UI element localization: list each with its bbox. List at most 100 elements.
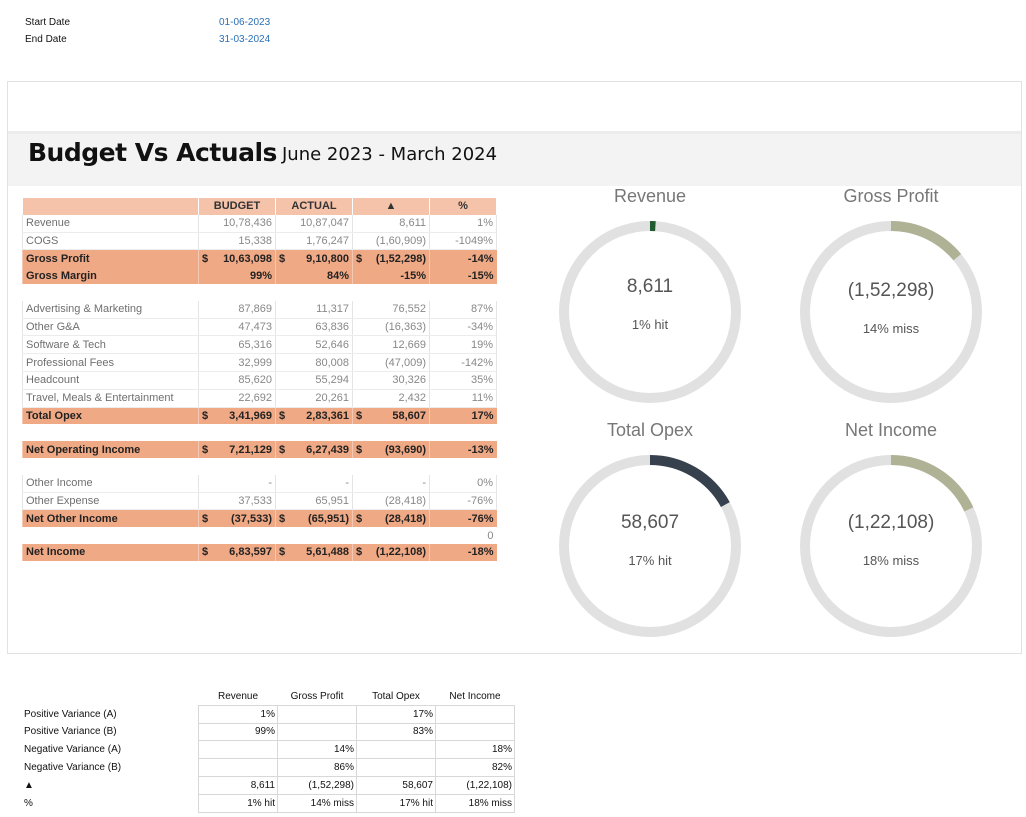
currency-symbol: $ xyxy=(356,546,363,559)
pct-cell: 11% xyxy=(429,389,497,408)
gauge-subtext: 18% miss xyxy=(862,553,920,568)
row-label-text: Other Income xyxy=(26,477,93,490)
actual-cell-text: 6,27,439 xyxy=(306,443,349,456)
delta-cell xyxy=(353,527,430,544)
currency-symbol: $ xyxy=(202,252,209,265)
row-label-text: Gross Margin xyxy=(26,269,97,282)
helper-row-label: Negative Variance (B) xyxy=(24,762,122,774)
pct-cell: 35% xyxy=(429,371,497,390)
gauge-arc xyxy=(890,221,962,261)
currency-symbol: $ xyxy=(356,512,363,525)
row-label: Other G&A xyxy=(22,318,199,337)
row-label: Other Expense xyxy=(22,492,199,511)
pct-cell-text: 1% xyxy=(477,217,493,230)
budget-cell-text: 65,316 xyxy=(238,338,272,351)
row-label: Gross Profit xyxy=(22,249,199,268)
delta-cell-text: (1,60,909) xyxy=(375,234,426,247)
delta-cell: $ (1,52,298) xyxy=(352,249,430,268)
helper-cell: 58,607 xyxy=(356,775,436,795)
helper-header-gross-profit: Gross Profit xyxy=(290,690,344,702)
delta-cell-text: -15% xyxy=(400,269,426,282)
delta-cell: (16,363) xyxy=(352,318,430,337)
end-date-value[interactable]: 31-03-2024 xyxy=(219,34,271,45)
budget-cell: 32,999 xyxy=(198,353,276,372)
delta-cell: (47,009) xyxy=(352,353,430,372)
pct-cell: 17% xyxy=(429,407,497,425)
helper-row: ▲ 8,611 (1,52,298) 58,607 (1,22,108) xyxy=(22,775,515,795)
actual-cell-text: - xyxy=(345,477,349,490)
budget-vs-actual-table: BUDGET ACTUAL ▲ % Revenue 10,78,436 10,87,… xyxy=(22,198,497,561)
gauge-title: Gross Profit xyxy=(843,186,939,206)
budget-cell: 37,533 xyxy=(198,492,276,511)
delta-cell: (1,60,909) xyxy=(352,232,430,251)
row-label-text: Advertising & Marketing xyxy=(26,303,143,316)
pct-cell-text: -1049% xyxy=(455,234,493,247)
row-label: Software & Tech xyxy=(22,335,199,355)
currency-symbol: $ xyxy=(202,409,209,422)
gauge-revenue: Revenue 8,611 1% hit xyxy=(550,186,750,406)
helper-cell xyxy=(435,704,515,724)
delta-cell-text: - xyxy=(422,477,426,490)
actual-cell-text: 52,646 xyxy=(315,338,349,351)
budget-cell: 22,692 xyxy=(198,389,276,408)
actual-cell: 1,76,247 xyxy=(275,232,353,251)
table-row: Advertising & Marketing 87,869 11,317 76,55… xyxy=(22,300,497,319)
currency-symbol: $ xyxy=(279,252,286,265)
end-date-label: End Date xyxy=(25,34,67,45)
budget-cell xyxy=(199,284,276,301)
budget-cell xyxy=(199,527,276,544)
gauge-subtext: 17% hit xyxy=(628,553,672,568)
row-label: Other Income xyxy=(22,474,199,493)
table-row: Other Income - - - 0% xyxy=(22,474,497,493)
budget-cell-text: 3,41,969 xyxy=(229,409,272,422)
pct-cell-text: 11% xyxy=(471,392,493,405)
pct-cell: -13% xyxy=(429,441,497,458)
pct-cell-text: -15% xyxy=(467,269,494,282)
budget-cell-text: 99% xyxy=(249,269,272,282)
row-label xyxy=(23,424,199,441)
row-label-text: Gross Profit xyxy=(26,252,90,265)
delta-cell-text: (93,690) xyxy=(385,443,426,456)
actual-cell xyxy=(276,458,353,475)
pct-cell-text: 17% xyxy=(471,409,494,422)
gauge-ring xyxy=(800,455,982,637)
actual-cell-text: 63,836 xyxy=(315,320,349,333)
table-row: Software & Tech 65,316 52,646 12,669 19% xyxy=(22,335,497,355)
delta-cell-text: (16,363) xyxy=(385,320,426,333)
budget-cell: 65,316 xyxy=(198,335,276,355)
delta-cell: 2,432 xyxy=(352,389,430,408)
pct-cell: 87% xyxy=(429,300,497,319)
pct-cell-text: -18% xyxy=(467,546,494,559)
delta-cell: $ (93,690) xyxy=(352,441,430,458)
row-label: Net Operating Income xyxy=(22,441,199,458)
table-row: Gross Profit $10,63,098 $9,10,800 $ (1,52,29… xyxy=(22,249,497,268)
gauge-subtext: 1% hit xyxy=(631,317,669,332)
helper-row-label: % xyxy=(24,797,33,809)
currency-symbol: $ xyxy=(356,252,363,265)
column-header-label xyxy=(22,198,199,215)
actual-cell: 63,836 xyxy=(275,318,353,337)
budget-cell: $3,41,969 xyxy=(198,407,276,425)
pct-cell xyxy=(430,424,497,441)
row-label-text: Professional Fees xyxy=(26,356,115,369)
actual-cell-text: 65,951 xyxy=(315,494,349,507)
actual-cell: 65,951 xyxy=(275,492,353,511)
start-date-value[interactable]: 01-06-2023 xyxy=(219,17,271,28)
table-row: Revenue 10,78,436 10,87,047 8,611 1% xyxy=(22,214,497,233)
helper-cell: 82% xyxy=(435,758,515,777)
dashboard-title: Budget Vs Actuals xyxy=(28,138,277,167)
helper-cell: (1,22,108) xyxy=(435,775,515,795)
delta-cell: 8,611 xyxy=(352,214,430,233)
budget-cell-text: - xyxy=(268,477,272,490)
budget-cell: - xyxy=(198,474,276,493)
column-header-actual: ACTUAL xyxy=(275,198,353,215)
budget-cell xyxy=(199,458,276,475)
actual-cell-text: 11,317 xyxy=(316,303,349,316)
actual-cell xyxy=(276,284,353,301)
pct-cell: 0 xyxy=(430,527,497,544)
delta-cell: $ (28,418) xyxy=(352,509,430,528)
pct-cell-text: -142% xyxy=(461,356,493,369)
helper-cell xyxy=(356,758,436,777)
budget-cell-text: 32,999 xyxy=(238,356,272,369)
actual-cell-text: 80,008 xyxy=(315,356,349,369)
